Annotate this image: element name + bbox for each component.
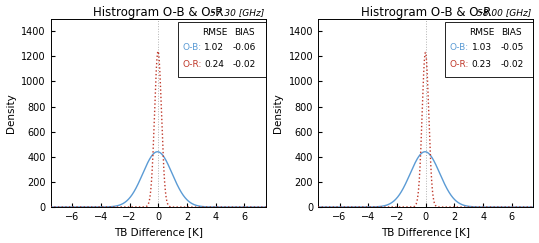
Text: 0.23: 0.23 <box>472 60 492 69</box>
Y-axis label: Density: Density <box>5 93 16 133</box>
X-axis label: TB Difference [K]: TB Difference [K] <box>114 227 203 237</box>
Text: O-B:: O-B: <box>450 43 468 52</box>
Text: 1.02: 1.02 <box>204 43 224 52</box>
Text: RMSE: RMSE <box>202 28 227 37</box>
Y-axis label: Density: Density <box>273 93 283 133</box>
Text: O-R:: O-R: <box>182 60 202 69</box>
Text: O-B:: O-B: <box>182 43 201 52</box>
Text: 57.30 [GHz]: 57.30 [GHz] <box>210 9 264 17</box>
Title: Histrogram O-B & O-R: Histrogram O-B & O-R <box>93 6 224 18</box>
Text: BIAS: BIAS <box>502 28 522 37</box>
Text: -0.02: -0.02 <box>500 60 523 69</box>
Text: BIAS: BIAS <box>234 28 255 37</box>
Text: 58.00 [GHz]: 58.00 [GHz] <box>477 9 531 17</box>
Title: Histrogram O-B & O-R: Histrogram O-B & O-R <box>361 6 491 18</box>
Text: 1.03: 1.03 <box>472 43 492 52</box>
Text: -0.02: -0.02 <box>233 60 256 69</box>
Text: RMSE: RMSE <box>469 28 494 37</box>
Text: -0.05: -0.05 <box>500 43 523 52</box>
FancyBboxPatch shape <box>445 22 534 77</box>
FancyBboxPatch shape <box>178 22 266 77</box>
Text: O-R:: O-R: <box>450 60 469 69</box>
Text: -0.06: -0.06 <box>233 43 256 52</box>
X-axis label: TB Difference [K]: TB Difference [K] <box>381 227 470 237</box>
Text: 0.24: 0.24 <box>204 60 224 69</box>
